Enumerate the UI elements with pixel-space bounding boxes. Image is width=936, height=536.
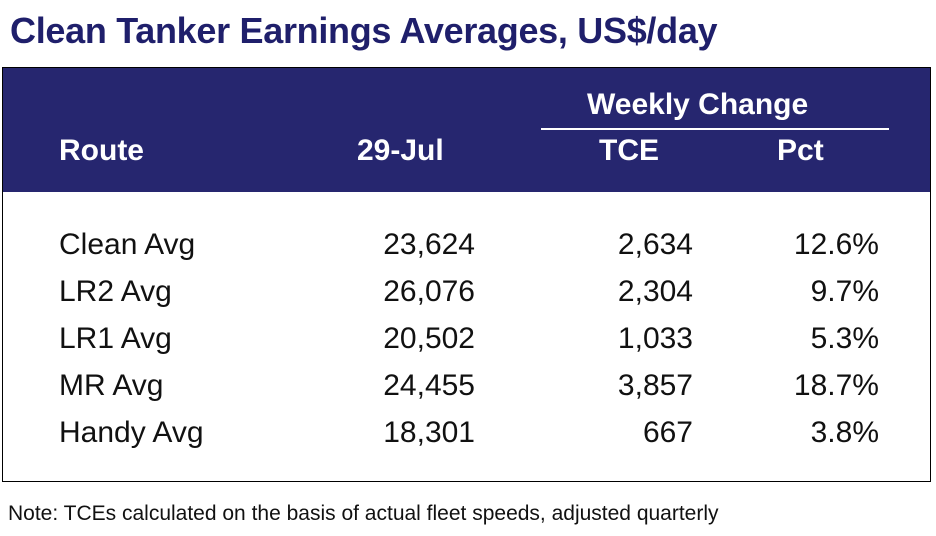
row-4-tce: 667 (642, 416, 693, 449)
row-1-route: LR2 Avg (59, 275, 172, 308)
row-2-route: LR1 Avg (59, 322, 172, 355)
date-column-header: 29-Jul (357, 134, 444, 167)
row-0-pct: 12.6% (793, 228, 879, 261)
table-header: Weekly Change Route 29-Jul TCE Pct (3, 68, 930, 192)
row-1-tce: 2,304 (617, 275, 693, 308)
row-3-route: MR Avg (59, 369, 164, 402)
weekly-change-header: Weekly Change (587, 88, 809, 121)
route-column-header: Route (59, 134, 144, 167)
footnote: Note: TCEs calculated on the basis of ac… (8, 502, 719, 525)
row-0-route: Clean Avg (59, 228, 196, 261)
row-1-pct: 9.7% (810, 275, 879, 308)
row-0-tce: 2,634 (617, 228, 693, 261)
row-4-value: 18,301 (383, 416, 475, 449)
row-3-pct: 18.7% (793, 369, 879, 402)
page-title: Clean Tanker Earnings Averages, US$/day (10, 10, 718, 51)
earnings-table: Weekly Change Route 29-Jul TCE Pct Clean… (2, 67, 931, 482)
row-2-value: 20,502 (383, 322, 475, 355)
tce-column-header: TCE (599, 134, 659, 167)
row-4-route: Handy Avg (59, 416, 204, 449)
row-2-pct: 5.3% (810, 322, 879, 355)
pct-column-header: Pct (777, 134, 824, 167)
row-4-pct: 3.8% (810, 416, 879, 449)
row-1-value: 26,076 (383, 275, 475, 308)
row-0-value: 23,624 (383, 228, 475, 261)
row-2-tce: 1,033 (617, 322, 693, 355)
row-3-tce: 3,857 (617, 369, 693, 402)
row-3-value: 24,455 (383, 369, 475, 402)
weekly-change-underline (541, 128, 889, 130)
